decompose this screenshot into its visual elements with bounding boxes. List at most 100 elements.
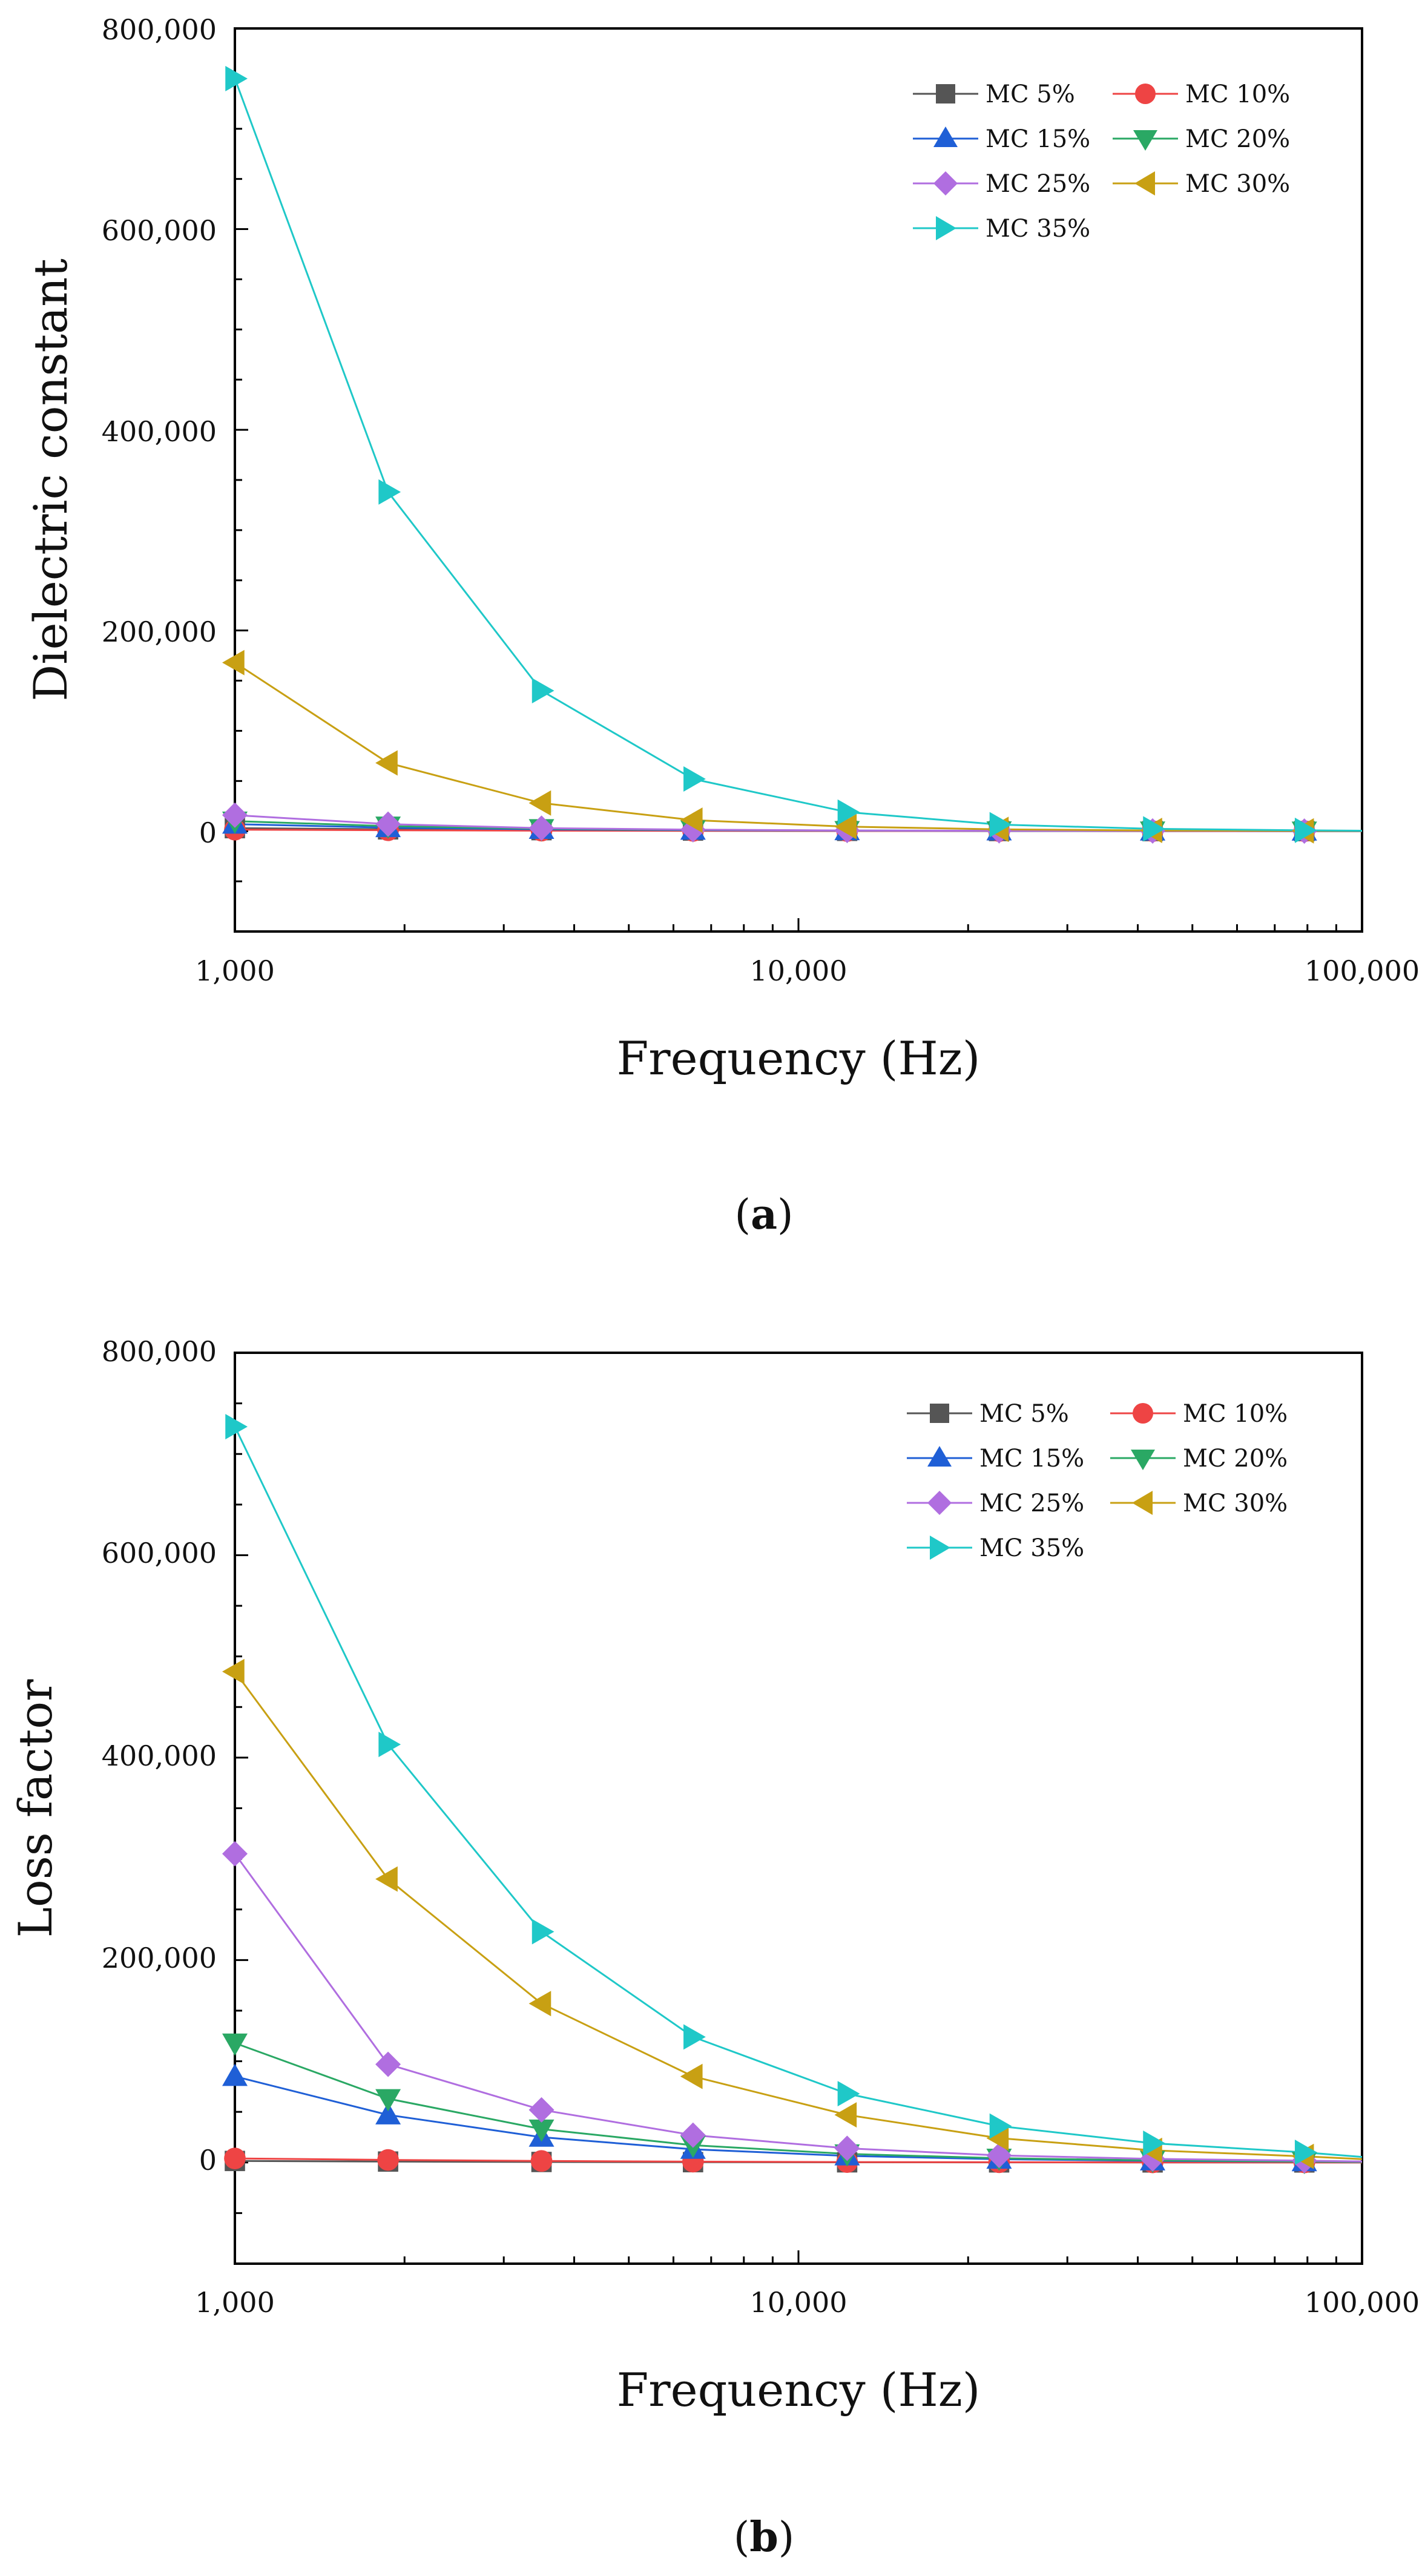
x-axis-title-b: Frequency (Hz) [617, 2363, 981, 2417]
data-point-b-1-1 [377, 2149, 399, 2171]
legend-marker-a-1 [1135, 84, 1156, 104]
x-tick-label-b-1: 10,000 [750, 2286, 847, 2319]
y-tick-label-b-4: 800,000 [102, 1335, 217, 1368]
legend-label-b-3: MC 20% [1183, 1445, 1288, 1473]
data-point-b-3-2 [528, 2119, 555, 2142]
data-point-b-6-0 [225, 1414, 248, 1440]
legend-entry-a-5: MC 30% [1113, 170, 1290, 198]
data-point-a-6-6 [1143, 816, 1166, 842]
legend-marker-b-3 [1131, 1450, 1155, 1470]
panel-b: 0 200,000 400,000 600,000 800,000 1,000 … [8, 1335, 1420, 2561]
data-point-a-5-2 [528, 790, 551, 816]
data-point-b-3-0 [222, 2033, 248, 2056]
legend-marker-b-1 [1133, 1403, 1153, 1424]
legend-label-a-3: MC 20% [1185, 125, 1290, 153]
panel-caption-b: (b) [734, 2513, 795, 2561]
series-lines-b [234, 1426, 1363, 2164]
series-line-b-5 [234, 1671, 1363, 2160]
data-point-a-5-0 [222, 649, 245, 675]
legend-entry-a-0: MC 5% [913, 80, 1075, 108]
y-tick-label-a-1: 200,000 [102, 616, 217, 648]
legend-label-b-4: MC 25% [979, 1490, 1084, 1517]
data-point-a-5-3 [680, 807, 703, 833]
legend-entry-b-2: MC 15% [907, 1445, 1084, 1473]
data-point-b-4-2 [528, 2097, 555, 2123]
panel-caption-b-open: ( [734, 2514, 750, 2561]
y-tick-label-b-2: 400,000 [102, 1740, 217, 1772]
x-tick-label-a-1: 10,000 [750, 954, 847, 987]
data-point-b-5-4 [834, 2102, 857, 2128]
series-markers-b [222, 1414, 1317, 2175]
series-markers-a [222, 65, 1317, 844]
y-tick-label-a-0: 0 [199, 816, 217, 849]
data-point-b-6-2 [531, 1919, 555, 1945]
data-point-b-6-4 [837, 2081, 860, 2107]
legend-entry-a-6: MC 35% [913, 215, 1090, 243]
axis-ticks-a [234, 27, 1363, 933]
legend-entry-b-4: MC 25% [907, 1490, 1084, 1517]
legend-label-a-5: MC 30% [1185, 170, 1290, 198]
legend-entry-a-1: MC 10% [1113, 80, 1290, 108]
panel-caption-a-open: ( [734, 1191, 751, 1239]
legend-a: MC 5% MC 10% MC 15% MC 20% MC 25% [913, 80, 1290, 243]
data-point-b-5-2 [528, 1991, 551, 2017]
data-point-b-6-3 [683, 2024, 706, 2050]
legend-label-b-5: MC 30% [1183, 1490, 1288, 1517]
panel-caption-b-letter: b [749, 2513, 778, 2561]
legend-label-a-0: MC 5% [986, 80, 1075, 108]
x-tick-label-a-2: 100,000 [1305, 954, 1420, 987]
data-point-b-5-0 [222, 1658, 245, 1684]
data-point-a-5-1 [375, 750, 398, 776]
data-point-a-4-2 [528, 815, 555, 841]
data-point-b-1-0 [224, 2147, 246, 2169]
legend-marker-b-2 [927, 1446, 952, 1467]
y-tick-label-a-2: 400,000 [102, 415, 217, 448]
y-tick-label-a-4: 800,000 [102, 13, 217, 46]
data-point-b-6-1 [378, 1732, 401, 1758]
series-line-b-2 [234, 2075, 1363, 2163]
legend-marker-a-2 [933, 126, 958, 147]
legend-marker-a-4 [933, 171, 958, 196]
y-tick-label-b-3: 600,000 [102, 1537, 217, 1569]
legend-label-b-0: MC 5% [979, 1400, 1069, 1428]
x-tick-label-b-0: 1,000 [195, 2286, 275, 2319]
legend-entry-a-3: MC 20% [1113, 125, 1290, 153]
data-point-b-6-7 [1294, 2140, 1317, 2166]
data-point-b-1-2 [530, 2150, 553, 2172]
data-point-b-2-0 [222, 2063, 248, 2086]
data-point-b-4-0 [222, 1841, 248, 1867]
y-tick-label-a-3: 600,000 [102, 214, 217, 247]
legend-marker-a-0 [936, 84, 955, 104]
panel-a: 0 200,000 400,000 600,000 800,000 1,000 … [24, 13, 1420, 1239]
legend-label-a-2: MC 15% [986, 125, 1090, 153]
legend-entry-a-2: MC 15% [913, 125, 1090, 153]
data-point-b-3-1 [375, 2089, 401, 2112]
legend-entry-b-1: MC 10% [1110, 1400, 1288, 1428]
legend-marker-a-6 [936, 216, 956, 240]
legend-marker-b-4 [927, 1491, 952, 1515]
legend-label-b-1: MC 10% [1183, 1400, 1288, 1428]
data-point-b-6-6 [1143, 2131, 1166, 2157]
panel-caption-b-close: ) [778, 2514, 795, 2561]
legend-b: MC 5% MC 10% MC 15% MC 20% MC 25% [907, 1400, 1288, 1562]
data-point-b-4-1 [375, 2051, 401, 2077]
data-point-a-6-2 [531, 678, 555, 704]
data-point-a-6-1 [378, 479, 401, 505]
data-point-b-4-3 [680, 2122, 706, 2148]
y-axis-title-a: Dielectric constant [24, 258, 77, 702]
series-line-b-4 [234, 1853, 1363, 2163]
panel-caption-a-close: ) [777, 1191, 794, 1239]
panel-caption-a-letter: a [751, 1191, 777, 1239]
legend-marker-b-5 [1132, 1491, 1153, 1515]
x-tick-label-a-0: 1,000 [195, 954, 275, 987]
legend-label-b-6: MC 35% [979, 1534, 1084, 1562]
data-point-a-6-7 [1294, 817, 1317, 843]
legend-entry-a-4: MC 25% [913, 170, 1090, 198]
y-axis-title-b: Loss factor [8, 1679, 62, 1938]
y-tick-label-b-0: 0 [199, 2144, 217, 2177]
legend-marker-a-3 [1133, 130, 1157, 151]
data-point-b-5-1 [375, 1866, 398, 1892]
data-point-a-6-4 [837, 799, 860, 825]
legend-entry-b-0: MC 5% [907, 1400, 1069, 1428]
legend-marker-b-6 [930, 1536, 950, 1560]
